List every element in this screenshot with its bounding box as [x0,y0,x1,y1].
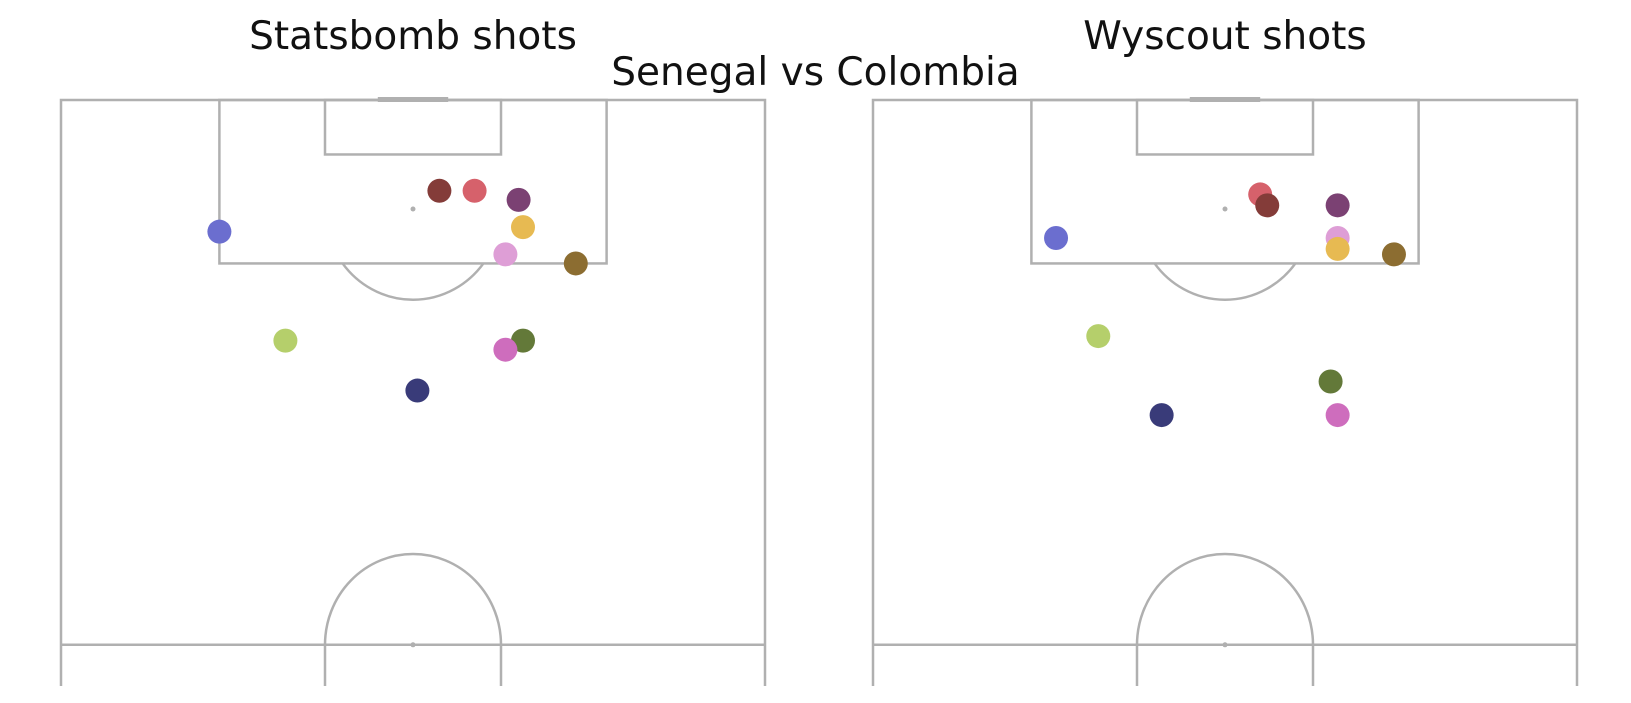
statsbomb-shot-point-1 [462,178,487,203]
wyscout-shot-point-2 [1325,193,1350,218]
wyscout-shot-point-1 [1255,193,1280,218]
wyscout-shot-point-5 [1325,236,1350,261]
wyscout-shot-point-9 [1149,403,1174,428]
wyscout-six-yard-box [1135,98,1315,156]
wyscout-centre-spot [1222,642,1228,648]
statsbomb-shot-point-8 [511,328,535,353]
statsbomb-shot-point-4 [207,219,232,244]
wyscout-shot-point-8 [1318,369,1343,394]
wyscout-penalty-arc [1153,262,1297,302]
wyscout-panel-title: Wyscout shots [1083,14,1367,59]
wyscout-penalty-area [1030,98,1420,265]
statsbomb-penalty-area [218,98,608,265]
statsbomb-shot-point-2 [506,187,531,212]
statsbomb-shot-point-7 [273,328,298,353]
figure-suptitle: Senegal vs Colombia [611,50,1020,95]
statsbomb-six-yard-box [323,98,503,156]
statsbomb-shot-point-5 [493,242,518,267]
statsbomb-shot-point-6 [563,251,588,276]
statsbomb-centre-spot [410,642,416,648]
wyscout-pitch-boundary [871,98,1579,686]
wyscout-shot-point-10 [1325,403,1350,428]
wyscout-centre-circle [1135,552,1315,686]
wyscout-shot-point-6 [1381,242,1406,267]
wyscout-penalty-spot [1222,206,1228,212]
statsbomb-shot-point-0 [427,178,452,203]
statsbomb-penalty-arc [341,262,485,302]
wyscout-shot-point-7 [1086,324,1111,349]
statsbomb-shot-point-3 [511,215,535,240]
statsbomb-centre-circle [323,552,503,686]
statsbomb-panel-title: Statsbomb shots [249,14,577,59]
statsbomb-shot-point-9 [493,337,518,362]
statsbomb-penalty-spot [410,206,416,212]
statsbomb-shot-point-10 [405,378,430,403]
wyscout-shot-point-3 [1044,226,1069,251]
